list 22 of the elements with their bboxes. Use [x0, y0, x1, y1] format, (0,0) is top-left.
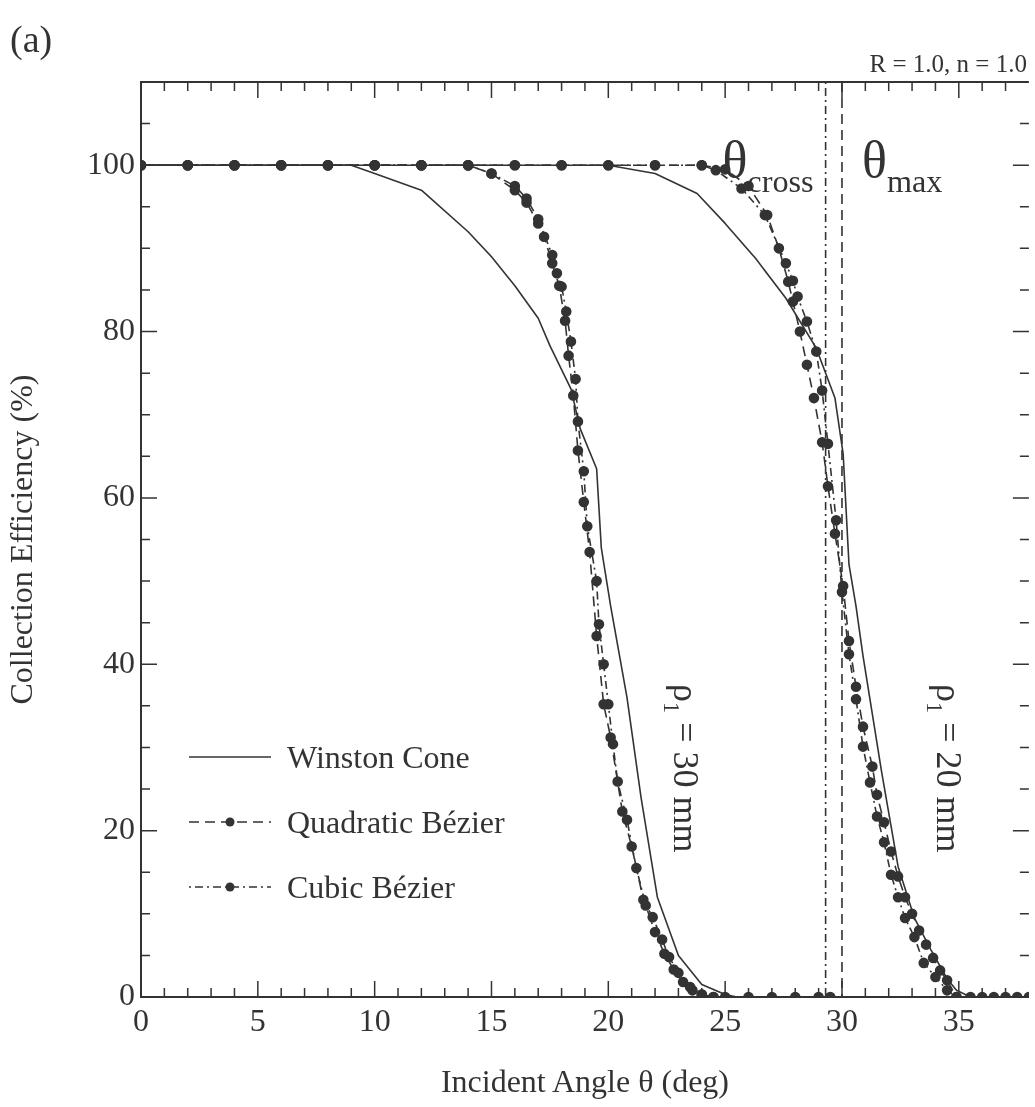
y-tick-label: 40	[103, 643, 135, 680]
text: (a)	[10, 18, 53, 61]
y-tick-label: 0	[119, 976, 135, 1013]
legend-label: Winston Cone	[287, 739, 470, 775]
x-tick-label: 25	[709, 1001, 742, 1038]
x-tick-label: 15	[475, 1001, 508, 1038]
x-tick-label: 20	[592, 1001, 625, 1038]
x-tick-label: 5	[249, 1001, 266, 1038]
x-axis-title: Incident Angle θ (deg)	[440, 1063, 730, 1100]
x-tick-label: 35	[942, 1001, 975, 1038]
annotation: ρ1 = 30 mm	[659, 684, 707, 853]
y-tick-label: 80	[103, 310, 135, 347]
y-axis-title: Collection Efficiency (%)	[2, 374, 39, 705]
y-tick-label: 20	[103, 810, 135, 847]
legend-label: Quadratic Bézier	[287, 804, 505, 840]
x-tick-label: 10	[358, 1001, 391, 1038]
y-tick-label: 100	[87, 144, 135, 181]
text: R = 1.0, n = 1.0	[869, 50, 1027, 77]
y-tick-label: 60	[103, 477, 135, 514]
legend-label: Cubic Bézier	[287, 869, 456, 905]
x-tick-label: 30	[825, 1001, 858, 1038]
annotation: ρ1 = 20 mm	[921, 684, 969, 853]
